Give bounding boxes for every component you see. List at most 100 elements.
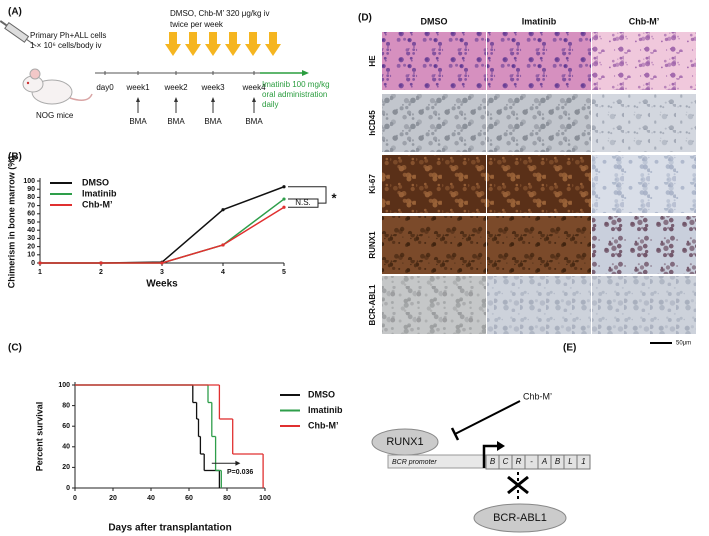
annotation: P=0.036: [227, 469, 253, 476]
mice-text: NOG mice: [36, 111, 74, 120]
row-label: BCR-ABL1: [368, 284, 377, 325]
y-tick-label: 40: [62, 444, 70, 451]
y-tick-label: 100: [58, 382, 70, 389]
micrograph: [592, 155, 696, 213]
arrowhead: [211, 97, 215, 102]
micrograph: [487, 155, 591, 213]
micrograph: [382, 155, 486, 213]
column-label: Imatinib: [522, 16, 557, 26]
tail: [69, 93, 93, 101]
bracket: [288, 186, 327, 204]
legend-label: Chb-M’: [82, 199, 113, 209]
scale-text: 50μm: [676, 341, 691, 347]
eye: [26, 81, 30, 85]
point: [221, 208, 225, 212]
gene-letter: C: [503, 457, 509, 466]
syringe-body: [4, 21, 30, 43]
y-tick-label: 60: [62, 423, 70, 430]
panel-a: (A) Primary Ph+ALL cells 1 × 10⁶ cells/b…: [0, 7, 330, 126]
imatinib-text: Imatinib 100 mg/kg: [262, 80, 330, 89]
x-tick-label: 60: [185, 495, 193, 502]
y-axis-label: Percent survival: [34, 402, 44, 472]
x-tick-label: 1: [38, 269, 42, 276]
y-tick-label: 0: [66, 485, 70, 492]
promoter-text: BCR promoter: [392, 459, 437, 466]
imatinib-text: daily: [262, 100, 278, 109]
y-axis-label: Chimerism in bone marrow (%): [6, 156, 16, 289]
micrograph: [382, 94, 486, 152]
tss-arrow: [482, 444, 498, 468]
column-label: DMSO: [421, 16, 448, 26]
timeline-labels: day0 week1 week2 week3 week4 BMA BMA BMA BMA: [96, 71, 266, 126]
product-shape: [473, 503, 567, 533]
injection-arrow: [265, 32, 281, 56]
inhibition-line: [454, 400, 521, 435]
x-axis-label: Weeks: [146, 279, 178, 290]
row-label: hCD45: [368, 110, 377, 136]
annotation: *: [331, 190, 337, 205]
treatment-text: twice per week: [170, 20, 224, 29]
x-tick-label: 100: [259, 495, 271, 502]
row-label: RUNX1: [368, 231, 377, 259]
imatinib-text: oral administration: [262, 90, 327, 99]
panel-d: (D) 50μm DMSO Imatinib Chb-M’ HE hCD45 Ki-67 R…: [358, 13, 696, 347]
legend-label: Imatinib: [308, 405, 343, 415]
series-line: [40, 206, 285, 264]
row-label: HE: [368, 55, 377, 67]
y-tick-label: 100: [23, 178, 35, 185]
injection-arrow: [185, 32, 201, 56]
micrograph: [487, 32, 591, 90]
bma-label: BMA: [204, 117, 222, 126]
point: [282, 185, 286, 189]
panel-label: (E): [563, 343, 576, 354]
needle: [26, 38, 37, 47]
arrowhead: [497, 441, 505, 451]
injection-arrow: [225, 32, 241, 56]
inhibition-bar: [450, 427, 460, 441]
gene-letter: A: [541, 457, 547, 466]
gene-letter: L: [568, 457, 572, 466]
x-tick-label: 80: [223, 495, 231, 502]
timeline-label: day0: [96, 83, 114, 92]
y-tick-label: 80: [62, 402, 70, 409]
timeline-label: week4: [241, 83, 266, 92]
x-tick-label: 4: [221, 269, 225, 276]
injection-arrow: [245, 32, 261, 56]
timeline-label: week1: [125, 83, 150, 92]
legend-label: DMSO: [82, 177, 109, 187]
micrograph: [382, 32, 486, 90]
y-tick-label: 40: [27, 227, 35, 234]
ear: [29, 68, 41, 80]
arrowhead: [174, 97, 178, 102]
gene-letter: -: [530, 457, 533, 466]
injection-arrow: [165, 32, 181, 56]
syringe: [0, 20, 37, 47]
drug-text: Chb-M’: [523, 391, 552, 401]
point: [221, 243, 225, 247]
mouse: [22, 68, 93, 105]
x-tick-label: 40: [147, 495, 155, 502]
arrowhead: [252, 97, 256, 102]
series-line: [40, 186, 285, 264]
timeline-label: week3: [200, 83, 225, 92]
x-tick-label: 20: [109, 495, 117, 502]
bma-label: BMA: [129, 117, 147, 126]
y-tick-label: 60: [27, 211, 35, 218]
panel-label: (D): [358, 13, 372, 24]
point: [160, 261, 164, 265]
product-text: BCR-ABL1: [493, 512, 547, 524]
y-tick-label: 30: [27, 235, 35, 242]
x-tick-label: 2: [99, 269, 103, 276]
y-tick-label: 70: [27, 202, 35, 209]
injections: [165, 32, 281, 56]
point: [282, 197, 286, 201]
micrograph: [487, 276, 591, 334]
y-tick-label: 50: [27, 219, 35, 226]
micrograph: [592, 216, 696, 274]
gene-letter: B: [555, 457, 561, 466]
y-tick-label: 80: [27, 194, 35, 201]
micrograph: [487, 216, 591, 274]
factor-text: RUNX1: [386, 436, 423, 448]
